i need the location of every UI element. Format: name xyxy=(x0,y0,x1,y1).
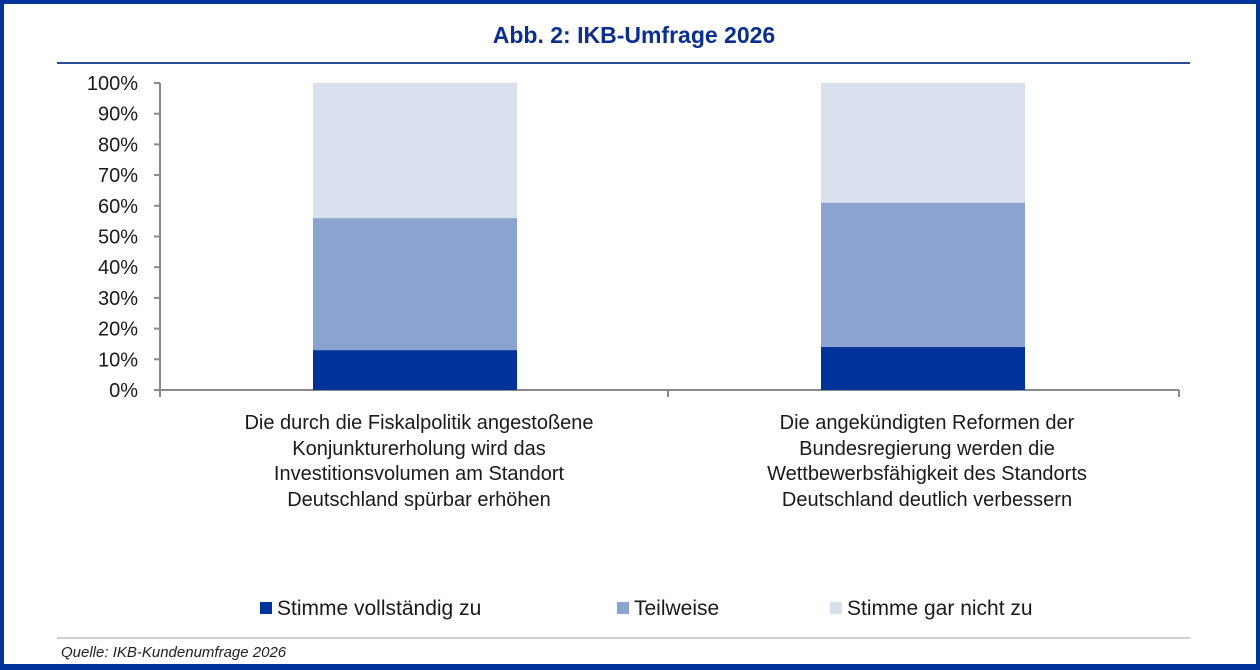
legend-swatch-gar-nicht xyxy=(830,602,842,614)
legend-swatch-teilweise xyxy=(617,602,629,614)
bar-segment xyxy=(313,350,517,390)
legend-item-vollstaendig: Stimme vollständig zu xyxy=(260,597,481,621)
bar-segment xyxy=(821,202,1025,348)
y-tick-label: 20% xyxy=(98,319,138,341)
bar-segment xyxy=(313,218,517,351)
category-label-line: Deutschland spürbar erhöhen xyxy=(287,488,551,511)
legend-label: Stimme gar nicht zu xyxy=(847,597,1033,620)
category-label-2: Die angekündigten Reformen der Bundesregi… xyxy=(692,411,1162,513)
y-tick-label: 80% xyxy=(98,134,138,156)
bar-segment xyxy=(313,83,517,219)
legend-swatch-vollstaendig xyxy=(260,602,272,614)
x-axis xyxy=(154,389,1180,397)
y-tick-label: 0% xyxy=(109,380,138,402)
legend-label: Teilweise xyxy=(634,597,720,620)
y-tick-label: 30% xyxy=(98,288,138,310)
category-label-line: Bundesregierung werden die xyxy=(799,437,1055,460)
category-label-line: Deutschland deutlich verbessern xyxy=(781,488,1073,511)
category-label-line: Die angekündigten Reformen der xyxy=(779,412,1075,434)
y-tick-label: 50% xyxy=(98,227,138,249)
y-axis: 0% 10% 20% 30% 40% 50% 60% 70% 80% 90% 100% xyxy=(87,73,161,402)
legend-item-teilweise: Teilweise xyxy=(617,597,719,621)
legend: Stimme vollständig zu Teilweise Stimme g… xyxy=(4,597,1260,623)
category-label-line: Wettbewerbsfähigkeit des Standorts xyxy=(767,463,1087,485)
bar-segment xyxy=(821,347,1025,390)
category-label-line: Die durch die Fiskalpolitik angestoßene xyxy=(244,412,594,434)
title-divider xyxy=(57,62,1190,64)
y-tick-label: 100% xyxy=(87,73,138,95)
y-tick-label: 10% xyxy=(98,349,138,371)
category-label-line: Investitionsvolumen am Standort xyxy=(273,463,565,485)
category-label-1: Die durch die Fiskalpolitik angestoßene K… xyxy=(184,411,654,513)
chart-title: Abb. 2: IKB-Umfrage 2026 xyxy=(492,22,776,48)
y-tick-label: 60% xyxy=(98,196,138,218)
y-tick-label: 40% xyxy=(98,257,138,279)
source-note: Quelle: IKB-Kundenumfrage 2026 xyxy=(61,644,287,661)
category-label-line: Konjunkturerholung wird das xyxy=(292,437,546,460)
legend-label: Stimme vollständig zu xyxy=(277,597,482,620)
source-divider xyxy=(57,637,1190,639)
stacked-bar-chart: 0% 10% 20% 30% 40% 50% 60% 70% 80% 90% 100% xyxy=(87,73,1180,402)
bars xyxy=(313,83,1025,390)
bar-segment xyxy=(821,83,1025,203)
y-tick-label: 70% xyxy=(98,165,138,187)
legend-item-gar-nicht: Stimme gar nicht zu xyxy=(830,597,1033,621)
y-tick-label: 90% xyxy=(98,104,138,126)
